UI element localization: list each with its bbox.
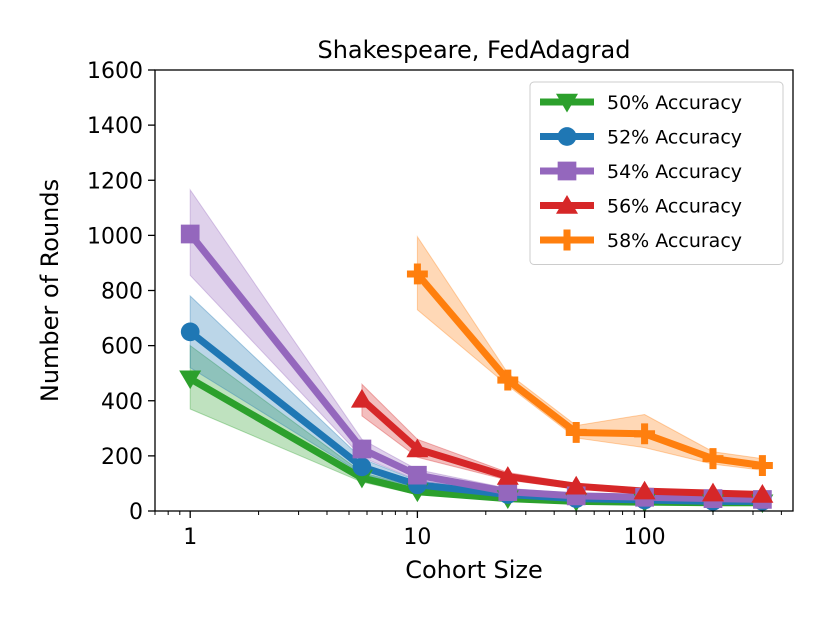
- y-tick-label: 1400: [87, 114, 143, 139]
- data-point: [179, 370, 202, 390]
- data-point: [408, 465, 427, 485]
- data-point: [350, 388, 373, 408]
- data-point: [352, 439, 372, 459]
- x-axis-ticks: 1 10 100: [154, 511, 782, 550]
- data-point: [702, 448, 724, 470]
- y-tick-label: 200: [101, 445, 143, 470]
- data-point: [352, 457, 372, 477]
- x-tick-label: 1: [183, 525, 197, 550]
- y-tick-label: 600: [101, 335, 143, 360]
- y-tick-label: 400: [101, 390, 143, 415]
- legend-marker: [556, 195, 578, 214]
- data-point: [498, 482, 518, 502]
- legend-entry: 52% Accuracy: [607, 127, 742, 149]
- chart-title: Shakespeare, FedAdagrad: [317, 36, 630, 64]
- data-point: [180, 224, 200, 244]
- legend-marker: [556, 93, 578, 113]
- data-point: [565, 421, 587, 443]
- legend-entry: 50% Accuracy: [607, 92, 742, 114]
- legend-marker: [556, 229, 578, 251]
- legend-marker: [557, 127, 577, 146]
- legend-entry: 58% Accuracy: [607, 230, 742, 252]
- data-point: [497, 369, 519, 391]
- data-point: [565, 475, 588, 495]
- legend-entry: 56% Accuracy: [607, 196, 742, 218]
- y-tick-label: 800: [101, 280, 143, 305]
- y-tick-label: 1000: [87, 224, 143, 249]
- data-point: [701, 482, 724, 502]
- x-axis-label: Cohort Size: [405, 556, 543, 584]
- data-point: [751, 484, 774, 503]
- legend: 50% Accuracy 52% Accuracy 54% Accuracy 56% …: [529, 81, 784, 265]
- data-point: [634, 423, 656, 445]
- legend-entry: 54% Accuracy: [607, 161, 742, 183]
- data-point: [633, 480, 656, 500]
- legend-marker: [557, 161, 577, 181]
- data-point: [751, 455, 773, 476]
- y-axis-ticks: 0 200 400 600 800 1000 1200 1400 1600: [87, 59, 155, 525]
- y-tick-label: 1600: [87, 59, 143, 84]
- y-tick-label: 0: [129, 500, 143, 525]
- data-point: [406, 438, 429, 458]
- data-point: [496, 466, 519, 485]
- y-axis-label: Number of Rounds: [36, 179, 64, 402]
- series-markers: [179, 224, 774, 514]
- data-point: [406, 263, 428, 285]
- data-point: [180, 322, 200, 342]
- x-tick-label: 10: [403, 525, 431, 550]
- x-tick-label: 100: [624, 525, 666, 550]
- y-tick-label: 1200: [87, 169, 143, 194]
- legend-box: [529, 81, 784, 265]
